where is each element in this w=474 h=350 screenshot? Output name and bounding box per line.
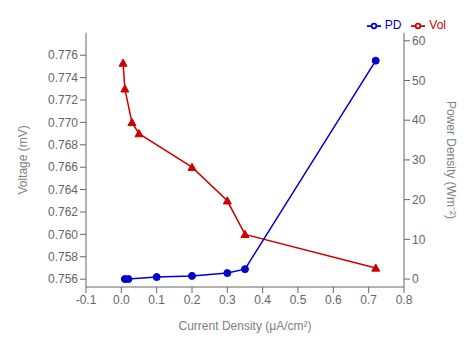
- svg-text:0.762: 0.762: [48, 205, 78, 219]
- svg-text:0.5: 0.5: [290, 293, 307, 307]
- svg-text:20: 20: [412, 193, 426, 207]
- svg-text:0.766: 0.766: [48, 160, 78, 174]
- svg-text:Current Density (μA/cm²): Current Density (μA/cm²): [179, 319, 312, 333]
- svg-text:0.0: 0.0: [113, 293, 130, 307]
- svg-text:0.760: 0.760: [48, 228, 78, 242]
- svg-text:0.2: 0.2: [184, 293, 201, 307]
- svg-text:0.4: 0.4: [254, 293, 271, 307]
- svg-text:30: 30: [412, 153, 426, 167]
- svg-text:0.7: 0.7: [360, 293, 377, 307]
- svg-text:0.772: 0.772: [48, 93, 78, 107]
- svg-text:60: 60: [412, 34, 426, 48]
- svg-text:0.756: 0.756: [48, 272, 78, 286]
- svg-text:0.776: 0.776: [48, 48, 78, 62]
- svg-text:0.768: 0.768: [48, 138, 78, 152]
- svg-text:0.6: 0.6: [325, 293, 342, 307]
- svg-text:Power Density (Wm⁻²): Power Density (Wm⁻²): [444, 101, 458, 219]
- svg-text:0.758: 0.758: [48, 250, 78, 264]
- svg-text:-0.1: -0.1: [76, 293, 97, 307]
- svg-text:0.3: 0.3: [219, 293, 236, 307]
- svg-text:10: 10: [412, 233, 426, 247]
- svg-text:0.8: 0.8: [396, 293, 413, 307]
- svg-text:40: 40: [412, 113, 426, 127]
- html-text:PD: PD: [384, 18, 402, 32]
- svg-text:0.764: 0.764: [48, 183, 78, 197]
- svg-text:0.770: 0.770: [48, 116, 78, 130]
- svg-text:0.1: 0.1: [148, 293, 165, 307]
- svg-text:0.774: 0.774: [48, 71, 78, 85]
- svg-text:Voltage (mV): Voltage (mV): [16, 125, 30, 194]
- html-text:Vol: Vol: [429, 18, 446, 32]
- svg-text:0: 0: [412, 272, 419, 286]
- svg-text:50: 50: [412, 74, 426, 88]
